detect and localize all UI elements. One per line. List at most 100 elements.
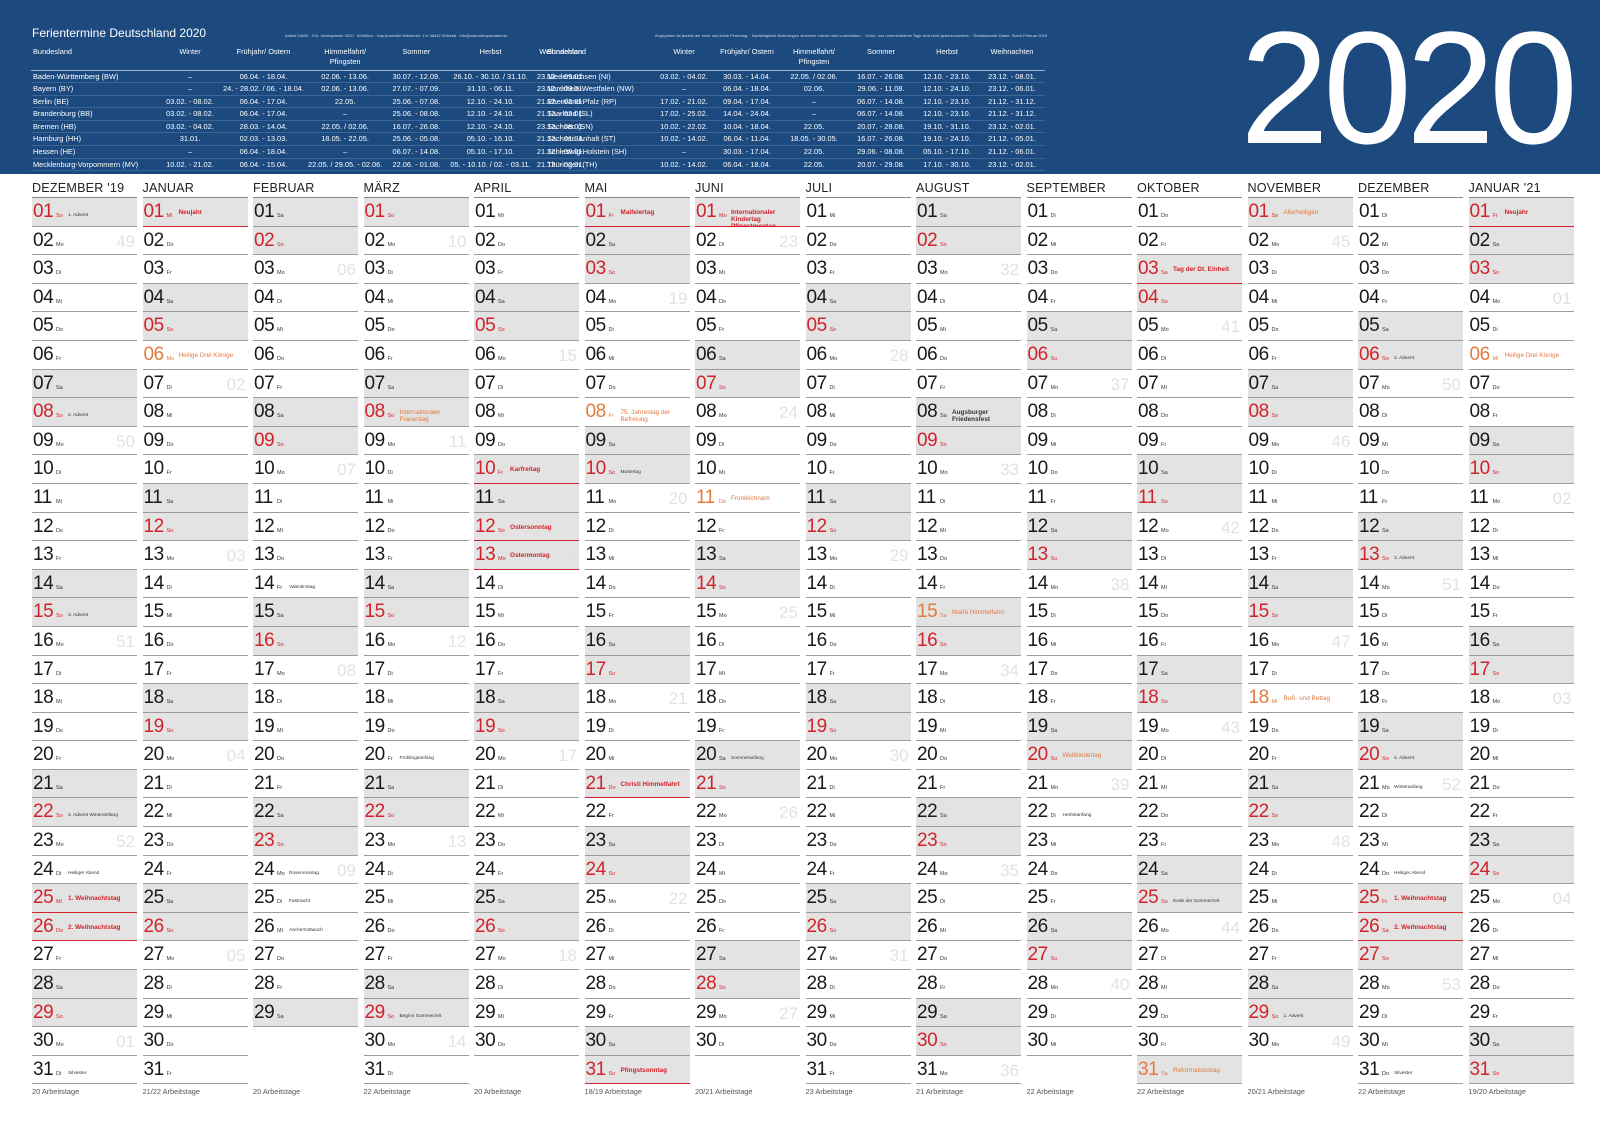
day-cell: 25 Mi 1. Weihnachtstag (32, 884, 137, 913)
weekday-abbr: Fr (387, 956, 393, 963)
week-number: 37 (1110, 374, 1130, 394)
day-number: 30 (1469, 1030, 1491, 1052)
holiday-row: Sachsen-Anhalt (ST) 10.02. - 14.02. 06.04.… (545, 132, 1045, 147)
holiday-label: 75. Jahrestag der Befreiung (620, 409, 671, 424)
weekday-abbr: Di (277, 899, 283, 906)
day-number: 10 (696, 458, 717, 480)
day-number: 02 (364, 229, 386, 251)
weekday-abbr: Mi (277, 327, 283, 334)
day-number: 28 (917, 973, 938, 995)
weekday-abbr: Di (1050, 1013, 1056, 1020)
day-cell: 22 Mi (142, 798, 248, 828)
day-cell: 20 Mi (584, 741, 690, 770)
day-cell: 17 So (584, 655, 690, 685)
weekday-abbr: So (940, 1042, 947, 1049)
day-cell: 16 Mo 51 (32, 627, 137, 656)
day-number: 16 (143, 629, 165, 651)
day-number: 21 (1027, 772, 1049, 794)
working-days-count: 22 Arbeitstage (1358, 1087, 1406, 1097)
day-number: 25 (1027, 887, 1049, 909)
day-cell: 05 Do (1247, 312, 1353, 341)
day-number: 22 (1248, 801, 1270, 823)
holiday-table-title: Ferientermine Deutschland 2020 (32, 26, 207, 40)
weekday-abbr: Mi (166, 813, 173, 820)
day-cell: 17 Mo 08 (253, 656, 358, 685)
day-cell: 26 Do (363, 913, 469, 942)
day-cell: 29 Mo 27 (695, 999, 800, 1028)
day-cell: 12 Do (32, 513, 137, 542)
weekday-abbr: Do (608, 384, 616, 391)
day-cell: 07 Do (584, 370, 690, 399)
day-number: 04 (917, 286, 938, 308)
day-number: 19 (254, 715, 275, 737)
day-cell: 13 Mo 29 (805, 541, 911, 570)
weekday-abbr: Mi (277, 727, 283, 734)
week-number: 19 (668, 288, 688, 308)
holiday-period: – (159, 82, 221, 96)
working-days-count: 20 Arbeitstage (32, 1087, 80, 1097)
holiday-period: 30.03. - 14.04. (713, 70, 781, 84)
day-cell: 23 Mi (1026, 827, 1132, 856)
day-number: 01 (475, 201, 496, 222)
day-number: 13 (917, 544, 938, 566)
day-number: 06 (917, 343, 938, 365)
holiday-label: Tag der Dt. Einheit (1173, 266, 1229, 274)
day-cell: 15 Fr (1468, 598, 1574, 627)
weekday-abbr: Mo (498, 756, 506, 763)
day-cell: 09 So (253, 426, 358, 456)
working-days-count: 22 Arbeitstage (1026, 1087, 1074, 1097)
day-cell: 28 Fr (916, 970, 1021, 999)
weekday-abbr: Mo (1161, 727, 1169, 734)
day-number: 09 (33, 429, 54, 451)
holiday-period: 17.10. - 30.10. (915, 158, 979, 172)
day-number: 07 (1248, 372, 1270, 394)
day-cell: 26 So (474, 912, 579, 942)
day-number: 12 (143, 515, 165, 537)
day-cell: 15 Di (1358, 598, 1463, 627)
day-number: 22 (254, 801, 275, 823)
weekday-abbr: Fr (1382, 298, 1388, 305)
weekday-abbr: Fr (1271, 556, 1277, 563)
holiday-period: 12.10. - 23.10. (915, 107, 979, 121)
day-cell: 30 Sa (584, 1027, 690, 1056)
day-number: 29 (1027, 1001, 1049, 1023)
weekday-abbr: Fr (1271, 956, 1277, 963)
day-cell: 21 Sa (363, 769, 469, 799)
weekday-abbr: Mo (56, 441, 64, 448)
day-cell: 03 So (1468, 255, 1574, 284)
day-cell: 27 Do (253, 941, 358, 971)
state-name: Bremen (HB) (31, 120, 159, 134)
day-cell: 09 Mo 46 (1247, 427, 1353, 456)
day-number: 22 (806, 801, 828, 823)
day-cell: 05 Mi (253, 312, 358, 341)
weekday-abbr: Do (1382, 470, 1390, 477)
weekday-abbr: Sa (1271, 784, 1279, 791)
day-cell: 27 Mo 05 (142, 941, 248, 971)
day-cell: 22 Mi (474, 798, 579, 828)
day-number: 09 (585, 429, 607, 451)
day-number: 25 (33, 887, 54, 909)
day-cell: 08 Mi (142, 398, 248, 427)
week-number: 14 (447, 1032, 467, 1052)
day-cell: 09 Mi (1358, 427, 1463, 456)
day-number: 21 (1359, 772, 1380, 794)
day-number: 12 (1027, 515, 1049, 537)
day-number: 27 (1469, 944, 1491, 966)
day-cell: 19 So (142, 712, 248, 742)
day-number: 18 (33, 687, 54, 709)
weekday-abbr: Do (1271, 327, 1279, 334)
day-cell: 11 Sa (805, 483, 911, 513)
month-column: AUGUST 01 Sa 02 So 03 Mo 32 04 Di 05 Mi 06 Do 07 Fr 08 Sa… (916, 180, 1021, 1096)
holiday-period: 03.02. - 08.02. (159, 107, 221, 121)
weekday-abbr: Fr (498, 270, 504, 277)
holiday-table-left: Bundesland Winter Frühjahr/ Ostern Himmelfa… (31, 46, 589, 172)
day-cell: 12 Fr (695, 513, 800, 542)
day-cell: 11 Mi (363, 484, 469, 513)
day-cell: 20 Fr Frühlingsanfang (363, 741, 469, 770)
day-cell: 14 Mi (1137, 570, 1242, 599)
day-cell: 12 So (805, 512, 911, 542)
weekday-abbr: Di (56, 270, 62, 277)
day-number: 30 (917, 1030, 938, 1052)
day-number: 27 (1138, 944, 1159, 966)
day-cell: 28 Mo 40 (1026, 970, 1132, 999)
